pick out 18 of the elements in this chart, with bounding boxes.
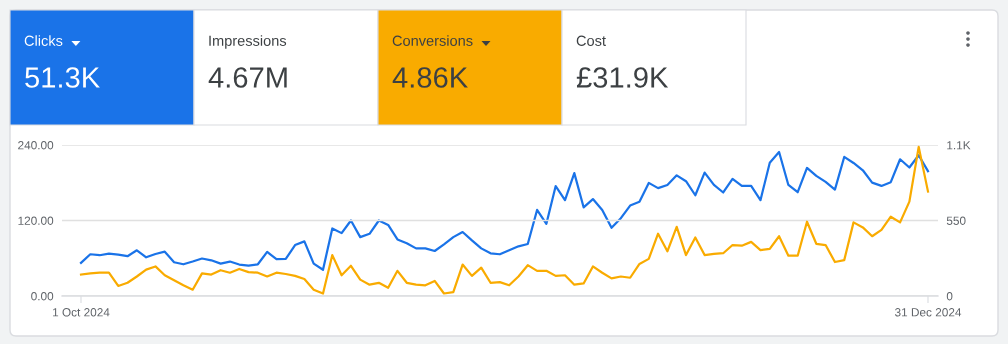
y-tick-label: 240.00 bbox=[18, 141, 54, 150]
category-label: Clicks bbox=[24, 35, 63, 46]
text: 4.67M bbox=[208, 67, 287, 88]
y2-tick-label: 1.1K bbox=[947, 141, 971, 150]
x-tick-label: 31 Dec 2024 bbox=[894, 308, 962, 317]
text: 51.3K bbox=[25, 67, 100, 88]
category-label: Conversions bbox=[392, 35, 473, 46]
line-series bbox=[79, 145, 930, 295]
y-tick-label: 0.00 bbox=[31, 292, 54, 301]
category-label: Impressions bbox=[209, 35, 287, 49]
y2-tick-label: 550 bbox=[946, 216, 966, 225]
x-tick-label: 1 Oct 2024 bbox=[53, 308, 110, 317]
y2-tick-label: 0 bbox=[946, 292, 953, 301]
category-label: Cost bbox=[576, 35, 606, 46]
text: £31.9K bbox=[576, 67, 669, 88]
line-series bbox=[79, 150, 930, 271]
text: 4.86K bbox=[392, 67, 468, 88]
y-tick-label: 120.00 bbox=[18, 216, 54, 225]
